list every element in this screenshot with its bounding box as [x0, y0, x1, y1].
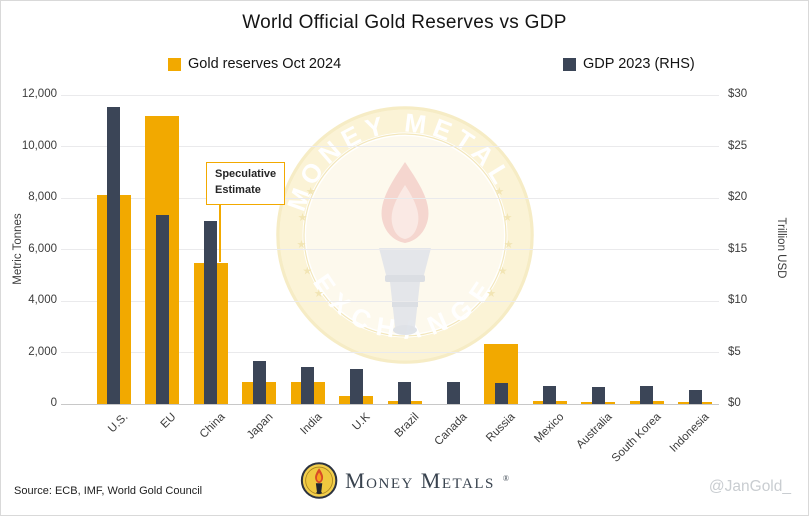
- gdp-bar: [204, 220, 218, 404]
- watermark-star-icon: ★: [302, 266, 312, 278]
- left-axis-tick-label: 6,000: [28, 242, 57, 255]
- gridline: [61, 249, 719, 250]
- x-category-label: China: [197, 411, 228, 441]
- right-axis-tick-label: $15: [728, 242, 748, 255]
- callout-line-2: Estimate: [215, 183, 261, 196]
- watermark-star-icon: ★: [502, 212, 512, 224]
- left-axis-tick-label: 4,000: [28, 294, 57, 306]
- x-category-label: Mexico: [532, 411, 567, 446]
- gdp-bar: [640, 386, 654, 404]
- watermark-star-icon: ★: [298, 212, 308, 224]
- watermark-star-icon: ★: [314, 288, 324, 300]
- gdp-bar: [688, 389, 702, 404]
- legend-item-gold-reserves: Gold reserves Oct 2024: [168, 56, 341, 72]
- watermark-star-icon: ★: [486, 288, 496, 300]
- watermark-star-icon: ★: [494, 186, 504, 198]
- source-note: Source: ECB, IMF, World Gold Council: [14, 485, 203, 497]
- legend-label-gdp: GDP 2023 (RHS): [583, 56, 695, 72]
- money-metals-wordmark: Money Metals: [345, 467, 495, 493]
- x-category-label: U.K: [350, 411, 373, 434]
- gold-series-swatch-icon: [168, 57, 181, 71]
- watermark-star-icon: ★: [504, 239, 514, 251]
- gridline: [61, 197, 719, 199]
- chart-title: World Official Gold Reserves vs GDP: [242, 12, 567, 33]
- gdp-bar: [398, 381, 411, 404]
- left-axis-tick-label: 0: [50, 397, 57, 409]
- watermark-outer-ring: [276, 106, 534, 364]
- right-axis-tick-label: $0: [728, 397, 741, 409]
- right-axis-title: Trillion USD: [775, 217, 787, 279]
- callout-connector-line: [219, 202, 221, 262]
- gridline: [61, 352, 719, 353]
- gdp-bar: [494, 383, 508, 404]
- x-category-label: Russia: [484, 411, 518, 445]
- x-category-label: South Korea: [609, 411, 664, 465]
- watermark-torch-icon: [379, 162, 431, 335]
- gdp-bar: [543, 385, 557, 404]
- left-axis-tick-label: 12,000: [21, 88, 57, 100]
- x-category-label: U.S.: [105, 411, 131, 436]
- author-handle: @JanGold_: [708, 478, 791, 495]
- x-category-label: Brazil: [392, 411, 421, 440]
- right-axis-tick-label: $25: [728, 139, 748, 152]
- right-axis-tick-label: $5: [728, 345, 741, 358]
- watermark-band-ring: [279, 109, 531, 361]
- x-category-label: Australia: [574, 411, 615, 452]
- money-metals-logo: Money Metals ®: [300, 462, 509, 499]
- watermark-inner-ring: [303, 133, 507, 337]
- right-axis-tick-label: $10: [728, 294, 748, 306]
- gdp-bar: [107, 107, 121, 404]
- gridline: [61, 94, 719, 96]
- money-metals-watermark-seal: MONEY METALS EXCHANGE ★★★★★★★★★★: [276, 106, 534, 364]
- x-category-label: Indonesia: [668, 411, 712, 455]
- speculative-estimate-callout: Speculative Estimate: [206, 162, 286, 205]
- registered-mark: ®: [502, 474, 509, 483]
- left-axis-tick-label: 8,000: [28, 191, 57, 203]
- gdp-bar: [155, 214, 169, 404]
- x-category-label: EU: [158, 411, 179, 431]
- right-axis-tick-label: $20: [728, 191, 748, 203]
- gridline: [61, 403, 719, 405]
- watermark-star-icon: ★: [306, 186, 316, 198]
- callout-line-1: Speculative: [215, 168, 277, 180]
- watermark-stars: ★★★★★★★★★★: [296, 186, 513, 300]
- x-category-label: Canada: [432, 411, 470, 448]
- x-category-label: Japan: [244, 411, 276, 442]
- gdp-bar: [301, 367, 315, 404]
- left-axis-tick-label: 10,000: [21, 139, 57, 152]
- left-axis-title: Metric Tonnes: [12, 213, 24, 285]
- gdp-series-swatch-icon: [563, 57, 576, 71]
- watermark-star-icon: ★: [296, 239, 306, 251]
- watermark-star-icon: ★: [498, 266, 508, 278]
- gridline: [61, 146, 719, 147]
- money-metals-seal-icon: [300, 462, 337, 499]
- legend-item-gdp: GDP 2023 (RHS): [563, 56, 695, 72]
- gridline: [61, 300, 719, 302]
- left-axis-tick-label: 2,000: [28, 345, 57, 358]
- gdp-bar: [591, 386, 605, 404]
- right-axis-tick-label: $30: [728, 88, 748, 100]
- gdp-bar: [446, 382, 460, 404]
- gdp-bar: [252, 360, 266, 404]
- legend-label-gold-reserves: Gold reserves Oct 2024: [188, 56, 342, 72]
- x-category-label: India: [297, 411, 325, 438]
- gdp-bar: [349, 369, 363, 404]
